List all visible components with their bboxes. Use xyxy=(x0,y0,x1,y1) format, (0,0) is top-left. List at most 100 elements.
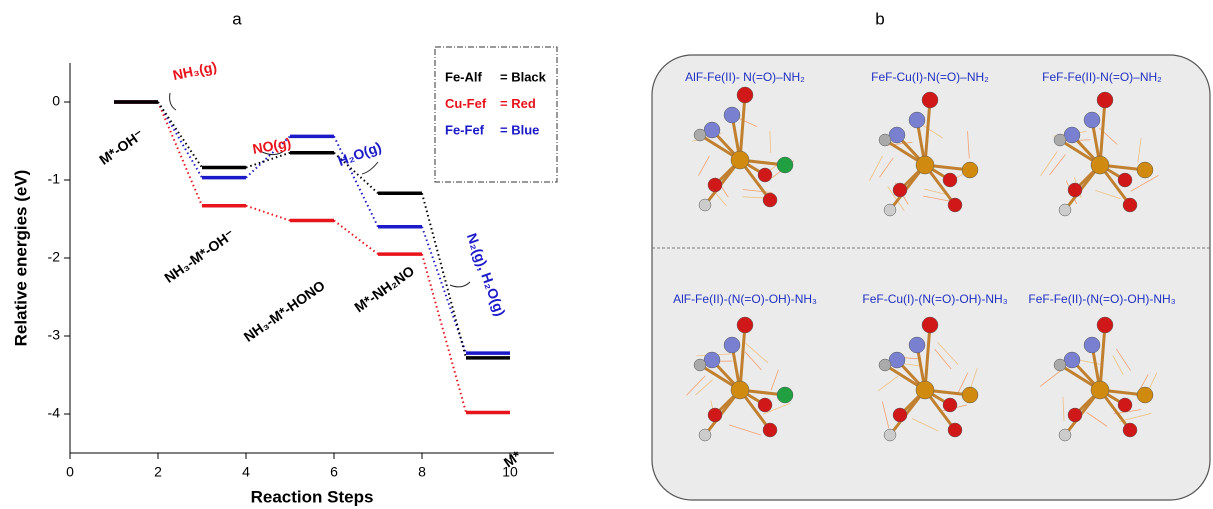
atom xyxy=(704,122,720,138)
atom xyxy=(1123,423,1137,437)
atom xyxy=(1059,204,1071,216)
atom xyxy=(1054,134,1066,146)
atom xyxy=(943,173,957,187)
atom xyxy=(777,387,793,403)
atom xyxy=(763,193,777,207)
atom xyxy=(922,92,938,108)
atom xyxy=(699,429,711,441)
legend-label: Fe-Alf xyxy=(445,69,483,84)
atom xyxy=(879,359,891,371)
atom xyxy=(1068,408,1082,422)
legend-color-label: = Blue xyxy=(500,122,539,137)
y-tick-label: -1 xyxy=(48,171,61,187)
atom xyxy=(962,162,978,178)
atom xyxy=(879,134,891,146)
y-tick-label: -4 xyxy=(48,405,61,421)
atom xyxy=(724,107,740,123)
connector xyxy=(422,227,466,353)
annotation: M*-OH⁻ xyxy=(96,126,146,168)
structure-label: FeF-Cu(I)-(N(=O)-OH)-NH₃ xyxy=(862,292,1007,306)
atom xyxy=(737,317,753,333)
atom xyxy=(1054,359,1066,371)
atom xyxy=(694,129,706,141)
atom xyxy=(889,352,905,368)
connector xyxy=(246,153,290,168)
atom xyxy=(962,387,978,403)
connector xyxy=(334,221,378,255)
legend-box xyxy=(435,47,557,182)
atom xyxy=(1091,381,1109,399)
y-tick-label: -2 xyxy=(48,249,61,265)
structure-label: FeF-Fe(II)-N(=O)–NH₂ xyxy=(1042,70,1162,84)
atom xyxy=(731,381,749,399)
legend-color-label: = Black xyxy=(500,69,547,84)
atom xyxy=(884,429,896,441)
annotation: NO(g) xyxy=(251,134,292,157)
connector xyxy=(158,102,202,178)
annotation: M*-NH₂NO xyxy=(351,262,417,315)
atom xyxy=(893,408,907,422)
x-tick-label: 2 xyxy=(154,464,162,480)
atom xyxy=(948,423,962,437)
y-tick-label: -3 xyxy=(48,327,61,343)
connector xyxy=(158,102,202,206)
legend-label: Cu-Fef xyxy=(445,96,487,111)
atom xyxy=(737,87,753,103)
atom xyxy=(724,337,740,353)
atom xyxy=(708,408,722,422)
atom xyxy=(1084,337,1100,353)
atom xyxy=(1137,162,1153,178)
panel-label: a xyxy=(232,9,242,28)
atom xyxy=(1091,156,1109,174)
y-tick-label: 0 xyxy=(52,93,60,109)
connector xyxy=(246,206,290,221)
structure-label: AlF-Fe(II)-(N(=O)-OH)-NH₃ xyxy=(673,292,817,306)
x-axis-label: Reaction Steps xyxy=(251,487,374,506)
atom xyxy=(922,317,938,333)
atom xyxy=(758,398,772,412)
atom xyxy=(1059,429,1071,441)
y-axis-label: Relative energies (eV) xyxy=(11,170,30,347)
atom xyxy=(943,398,957,412)
atom xyxy=(708,178,722,192)
atom xyxy=(1137,387,1153,403)
panel-label: b xyxy=(875,9,884,28)
atom xyxy=(1097,317,1113,333)
atom xyxy=(1064,352,1080,368)
connector xyxy=(158,102,202,168)
legend-label: Fe-Fef xyxy=(445,122,485,137)
x-tick-label: 6 xyxy=(330,464,338,480)
atom xyxy=(694,359,706,371)
structure-label: FeF-Fe(II)-(N(=O)-OH)-NH₃ xyxy=(1028,292,1175,306)
annotation: N₂(g), H₂O(g) xyxy=(464,231,509,318)
atom xyxy=(889,127,905,143)
x-tick-label: 0 xyxy=(66,464,74,480)
legend-color-label: = Red xyxy=(500,96,536,111)
annotation-arrows xyxy=(170,93,470,287)
atom xyxy=(909,337,925,353)
figure: a Reaction Steps Relative energies (eV) … xyxy=(0,0,1213,509)
atom xyxy=(1118,173,1132,187)
annotation: NH₃-M*-HONO xyxy=(241,277,328,345)
structure-label: FeF-Cu(I)-N(=O)–NH₂ xyxy=(871,70,989,84)
atom xyxy=(1118,398,1132,412)
atom xyxy=(1123,198,1137,212)
atom xyxy=(909,112,925,128)
atom xyxy=(731,151,749,169)
annotation: NH₃-M*-OH⁻ xyxy=(161,226,237,286)
atom xyxy=(704,352,720,368)
atom xyxy=(699,199,711,211)
atom xyxy=(1064,127,1080,143)
structure-label: AlF-Fe(II)- N(=O)–NH₂ xyxy=(685,70,805,84)
atom xyxy=(777,157,793,173)
atom xyxy=(763,423,777,437)
annotation: NH₃(g) xyxy=(171,58,218,83)
atom xyxy=(884,204,896,216)
atom xyxy=(916,381,934,399)
atom xyxy=(1068,183,1082,197)
atom xyxy=(1084,112,1100,128)
x-tick-label: 8 xyxy=(418,464,426,480)
atom xyxy=(916,156,934,174)
atom xyxy=(893,183,907,197)
atom xyxy=(1097,92,1113,108)
